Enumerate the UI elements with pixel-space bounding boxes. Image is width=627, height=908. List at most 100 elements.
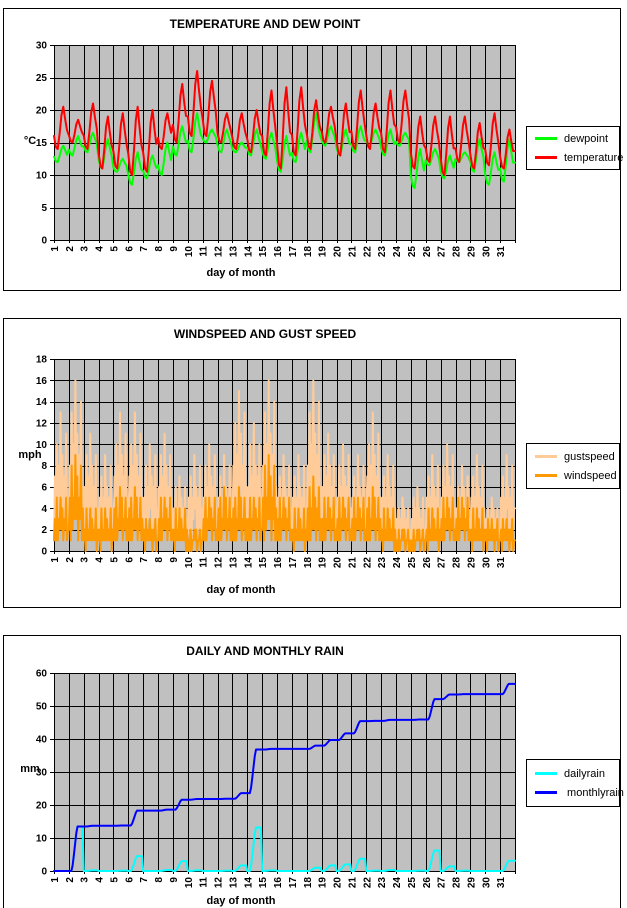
x-tick-label: 8 — [154, 557, 165, 563]
y-tick-label: 0 — [41, 547, 47, 558]
y-axis-unit-temperature: °C — [23, 135, 37, 147]
x-tick-label: 7 — [139, 246, 150, 252]
legend-entry-dailyrain: dailyrain — [535, 768, 619, 780]
x-tick-label: 7 — [139, 557, 150, 563]
x-tick-label: 24 — [392, 246, 403, 258]
x-tick-label: 5 — [109, 557, 120, 563]
legend-label-temperature: temperature — [564, 151, 624, 164]
legend-entry-gustspeed: gustspeed — [535, 451, 619, 463]
x-tick-label: 29 — [466, 877, 477, 889]
y-tick-label: 30 — [36, 41, 48, 52]
y-tick-label: 20 — [36, 106, 48, 117]
x-tick-label: 27 — [437, 557, 448, 569]
legend-label-dewpoint: dewpoint — [564, 132, 609, 145]
legend-swatch-temperature — [535, 156, 557, 159]
chart-box-temperature: TEMPERATURE AND DEW POINT °C 0 5 10 15 20 25 3… — [3, 8, 623, 291]
x-tick-label: 9 — [169, 246, 180, 252]
y-tick-label: 6 — [41, 483, 47, 494]
x-tick-label: 29 — [466, 246, 477, 258]
x-tick-label: 3 — [80, 877, 91, 883]
x-axis-title-temperature: day of month — [206, 267, 276, 279]
x-tick-label: 14 — [243, 557, 254, 569]
y-axis-unit-wind: mph — [18, 449, 42, 461]
chart-box-rain: DAILY AND MONTHLY RAIN mm 0 10 20 30 40 50 60 1… — [3, 635, 624, 908]
x-tick-label: 26 — [422, 246, 433, 258]
legend-wind: gustspeed windspeed — [526, 443, 620, 489]
x-tick-label: 14 — [243, 246, 254, 258]
x-tick-label: 8 — [154, 877, 165, 883]
y-tick-label: 10 — [36, 171, 48, 182]
legend-swatch-windspeed — [535, 474, 557, 477]
x-tick-label: 20 — [333, 246, 344, 258]
y-tick-labels: 0 5 10 15 20 25 30 — [36, 41, 48, 247]
x-tick-label: 22 — [362, 877, 373, 889]
x-tick-label: 6 — [124, 877, 135, 883]
legend-entry-monthlyrain: monthlyrain — [535, 787, 624, 799]
y-tick-label: 12 — [36, 419, 48, 430]
x-tick-label: 11 — [199, 557, 210, 568]
x-tick-label: 31 — [496, 877, 507, 889]
y-tick-label: 30 — [36, 768, 48, 779]
x-tick-label: 5 — [109, 246, 120, 252]
legend-label-dailyrain: dailyrain — [564, 767, 605, 780]
y-tick-label: 60 — [36, 669, 48, 680]
x-tick-label: 4 — [95, 246, 106, 252]
y-tick-label: 10 — [36, 440, 48, 451]
x-tick-label: 30 — [481, 246, 492, 258]
series-dailyrain — [53, 825, 516, 872]
x-tick-label: 23 — [377, 877, 388, 889]
x-tick-label: 13 — [228, 557, 239, 569]
series-temperature — [53, 70, 516, 176]
chart-title-rain: DAILY AND MONTHLY RAIN — [186, 644, 344, 658]
x-tick-label: 17 — [288, 877, 299, 889]
x-tick-label: 21 — [347, 246, 358, 258]
legend-swatch-dewpoint — [535, 137, 557, 140]
x-tick-label: 30 — [481, 557, 492, 569]
x-tick-labels: 1 2 3 4 5 6 7 8 9 10 11 12 13 14 15 16 17 18 19 20 21 22 23 24 2… — [50, 557, 507, 569]
x-tick-label: 2 — [65, 246, 76, 252]
x-tick-label: 4 — [95, 557, 106, 563]
x-tick-label: 2 — [65, 557, 76, 563]
x-tick-label: 22 — [362, 557, 373, 569]
x-tick-label: 31 — [496, 557, 507, 569]
y-tick-label: 14 — [36, 397, 48, 408]
x-tick-label: 25 — [407, 877, 418, 889]
legend-rain: dailyrain monthlyrain — [526, 759, 624, 807]
x-tick-labels: 1 2 3 4 5 6 7 8 9 10 11 12 13 14 15 16 17 18 19 20 21 22 23 24 2… — [50, 877, 507, 889]
x-tick-label: 16 — [273, 557, 284, 569]
y-tick-label: 15 — [36, 138, 48, 149]
x-tick-label: 6 — [124, 246, 135, 252]
x-tick-label: 24 — [392, 557, 403, 569]
x-tick-label: 12 — [214, 557, 225, 569]
x-tick-label: 1 — [50, 877, 61, 883]
chart-title-temperature: TEMPERATURE AND DEW POINT — [169, 17, 361, 31]
x-tick-label: 14 — [243, 877, 254, 889]
legend-label-monthlyrain: monthlyrain — [564, 786, 624, 799]
x-tick-label: 11 — [199, 246, 210, 257]
legend-label-gustspeed: gustspeed — [564, 450, 615, 463]
x-tick-label: 20 — [333, 557, 344, 569]
x-tick-label: 12 — [214, 877, 225, 889]
x-tick-label: 4 — [95, 877, 106, 883]
x-tick-label: 17 — [288, 246, 299, 258]
chart-box-wind: WINDSPEED AND GUST SPEED mph 0 2 4 6 8 10 12 14… — [3, 318, 621, 608]
y-tick-label: 18 — [36, 355, 48, 366]
y-tick-label: 10 — [36, 834, 48, 845]
y-axis-unit-rain: mm — [20, 763, 40, 775]
legend-temperature: dewpoint temperature — [526, 126, 623, 170]
y-tick-label: 16 — [36, 376, 48, 387]
y-tick-label: 0 — [41, 867, 47, 878]
x-tick-label: 2 — [65, 877, 76, 883]
x-tick-label: 23 — [377, 246, 388, 258]
legend-entry-temperature: temperature — [535, 152, 623, 164]
x-tick-label: 3 — [80, 557, 91, 563]
x-tick-label: 10 — [184, 557, 195, 569]
x-tick-label: 29 — [466, 557, 477, 569]
x-tick-label: 16 — [273, 877, 284, 889]
x-tick-label: 16 — [273, 246, 284, 258]
x-axis-title-rain: day of month — [206, 895, 276, 907]
x-tick-label: 28 — [452, 246, 463, 258]
